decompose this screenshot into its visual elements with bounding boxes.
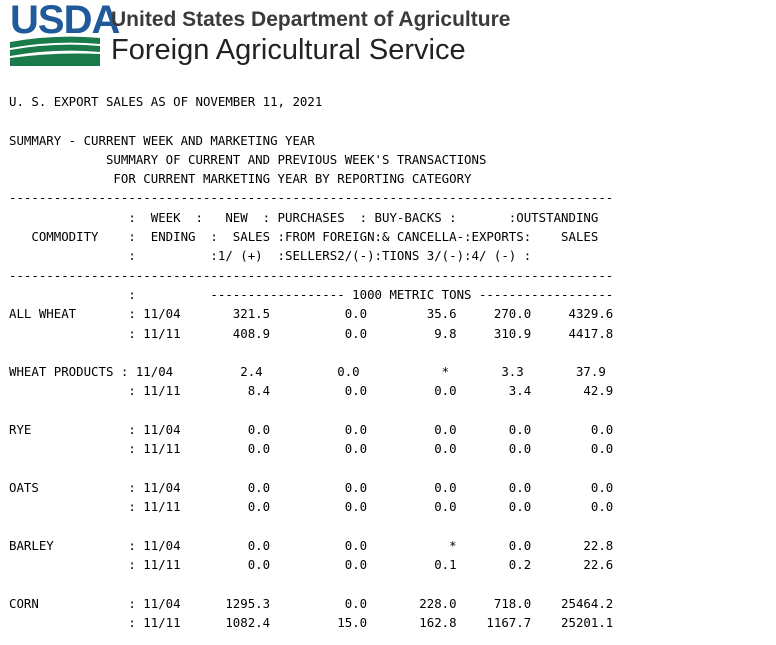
report-line bbox=[9, 343, 613, 362]
report-line: : 11/11 408.9 0.0 9.8 310.9 4417.8 bbox=[9, 325, 614, 341]
department-name: United States Department of Agriculture bbox=[111, 8, 511, 31]
report-line: OATS : 11/04 0.0 0.0 0.0 0.0 0.0 bbox=[9, 479, 614, 495]
usda-logo-text: USDA bbox=[10, 0, 120, 42]
report-line: : 11/11 0.0 0.0 0.0 0.0 0.0 bbox=[9, 441, 614, 457]
report-line: U. S. EXPORT SALES AS OF NOVEMBER 11, 20… bbox=[9, 94, 323, 109]
usda-logo: USDA bbox=[10, 0, 120, 68]
report-line: : ------------------ 1000 METRIC TONS --… bbox=[9, 286, 614, 302]
service-name: Foreign Agricultural Service bbox=[111, 34, 466, 66]
report-line bbox=[9, 111, 613, 130]
report-line: : 11/11 8.4 0.0 0.0 3.4 42.9 bbox=[9, 383, 614, 399]
report-line bbox=[9, 574, 613, 593]
report-line: : WEEK : NEW : PURCHASES : BUY-BACKS : :… bbox=[9, 209, 599, 225]
report-line: SUMMARY - CURRENT WEEK AND MARKETING YEA… bbox=[9, 132, 315, 148]
report-line: SUMMARY OF CURRENT AND PREVIOUS WEEK'S T… bbox=[9, 151, 487, 167]
report-line: : :1/ (+) :SELLERS2/(-):TIONS 3/(-):4/ (… bbox=[9, 248, 532, 264]
report-line bbox=[9, 401, 613, 420]
report-line: WHEAT PRODUCTS : 11/04 2.4 0.0 * 3.3 37.… bbox=[9, 364, 606, 380]
report-line: FOR CURRENT MARKETING YEAR BY REPORTING … bbox=[9, 171, 472, 187]
report-line bbox=[9, 459, 613, 478]
report-line: CORN : 11/04 1295.3 0.0 228.0 718.0 2546… bbox=[9, 595, 614, 611]
report-line: : 11/11 0.0 0.0 0.1 0.2 22.6 bbox=[9, 557, 614, 573]
usda-logo-landscape-icon bbox=[10, 36, 100, 66]
report-line bbox=[9, 517, 613, 536]
report-line: : 11/11 1082.4 15.0 162.8 1167.7 25201.1 bbox=[9, 615, 614, 631]
report-line: RYE : 11/04 0.0 0.0 0.0 0.0 0.0 bbox=[9, 422, 614, 438]
report-line: BARLEY : 11/04 0.0 0.0 * 0.0 22.8 bbox=[9, 537, 614, 553]
report-line: ----------------------------------------… bbox=[9, 267, 614, 283]
report-line: : 11/11 0.0 0.0 0.0 0.0 0.0 bbox=[9, 499, 614, 515]
report-line: COMMODITY : ENDING : SALES :FROM FOREIGN… bbox=[9, 229, 599, 245]
agency-header: USDA United States Department of Agricul… bbox=[10, 0, 770, 70]
report-line: ----------------------------------------… bbox=[9, 190, 614, 206]
report-line: ALL WHEAT : 11/04 321.5 0.0 35.6 270.0 4… bbox=[9, 306, 614, 322]
export-sales-report: U. S. EXPORT SALES AS OF NOVEMBER 11, 20… bbox=[9, 92, 613, 632]
